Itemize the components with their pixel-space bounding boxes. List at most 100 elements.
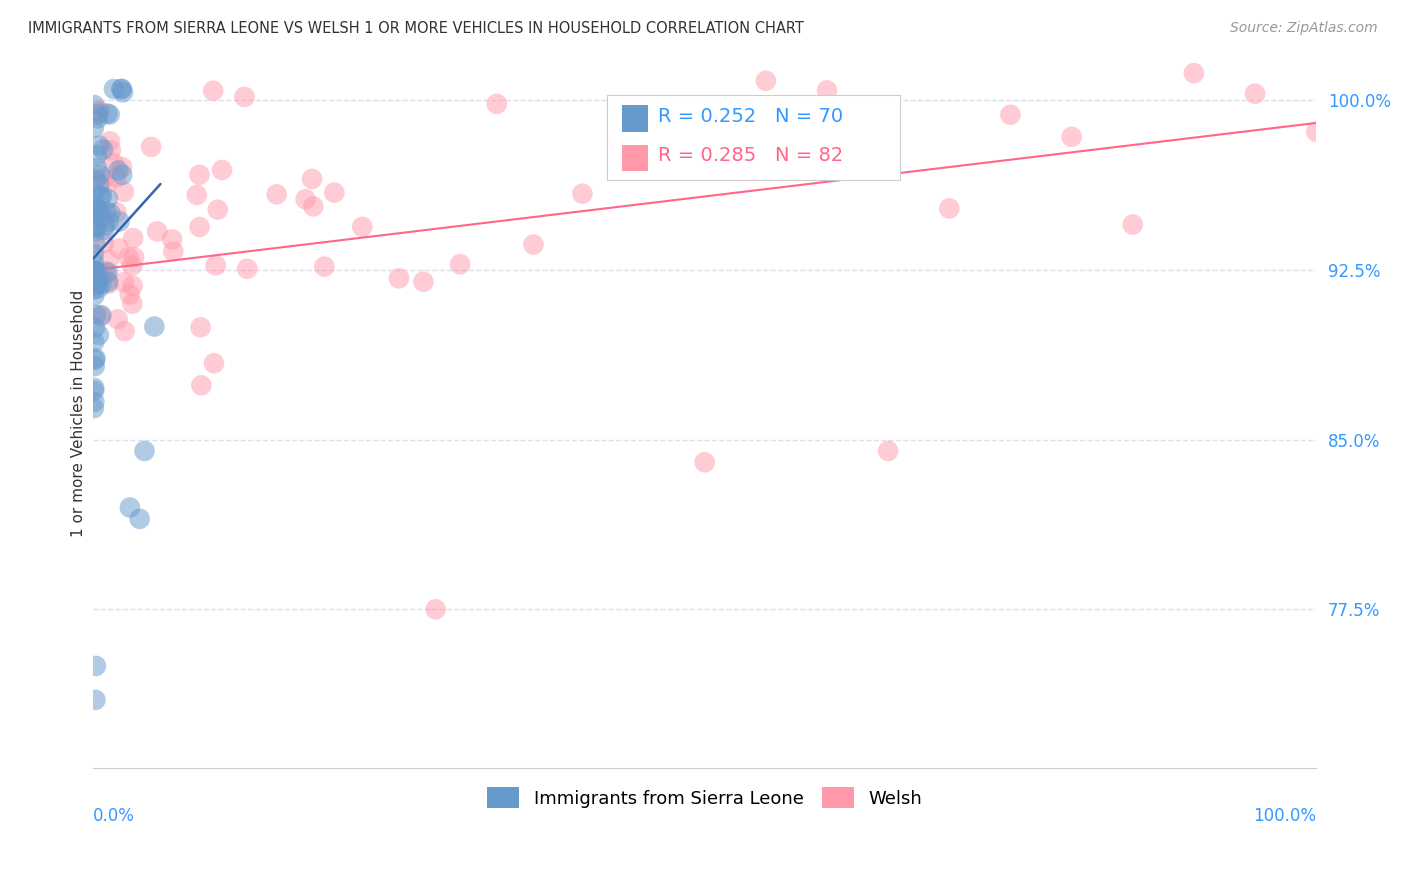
Point [190,378,212,392]
Point [211,163,233,178]
Point [204,259,226,273]
Point [107,312,129,326]
Point [86,107,108,121]
Point [112,275,135,289]
Point [121,278,143,293]
Point [89,178,111,192]
Point [111,82,134,96]
Text: R = 0.252   N = 70: R = 0.252 N = 70 [658,107,844,126]
Point [485,96,508,111]
Point [207,202,229,217]
Point [236,261,259,276]
Point [121,259,143,273]
Point [83,247,105,261]
Point [633,122,655,136]
Point [83,120,105,135]
Point [87,276,110,290]
Point [1000,108,1022,122]
Point [84,693,107,707]
Point [83,359,105,373]
Point [111,168,134,182]
Point [301,172,323,186]
Point [98,134,121,148]
Point [90,212,112,227]
Point [522,237,544,252]
Point [84,308,107,322]
Point [91,143,114,157]
Point [314,260,336,274]
Point [202,356,225,370]
Text: Source: ZipAtlas.com: Source: ZipAtlas.com [1230,21,1378,35]
Point [877,444,900,458]
Point [266,187,288,202]
Point [83,289,105,303]
Point [103,82,125,96]
Point [186,188,208,202]
Point [84,351,107,366]
Point [112,185,135,199]
Point [89,138,111,153]
Point [97,192,120,206]
Point [352,219,374,234]
Point [87,104,110,119]
Point [87,112,110,126]
Point [87,281,110,295]
Point [188,220,211,235]
Point [89,189,111,203]
Point [84,220,107,235]
Point [118,287,141,301]
Point [83,263,105,277]
Point [86,265,108,279]
Legend: Immigrants from Sierra Leone, Welsh: Immigrants from Sierra Leone, Welsh [479,780,929,815]
Point [89,103,111,118]
Point [86,219,108,234]
Point [107,163,129,178]
Point [90,309,112,323]
Point [83,381,105,395]
Point [1305,125,1327,139]
Point [114,324,136,338]
Point [122,250,145,264]
Point [122,231,145,245]
Point [134,444,156,458]
Point [93,171,115,186]
Point [202,84,225,98]
Point [143,319,166,334]
Point [302,199,325,213]
Point [90,189,112,203]
Point [94,204,117,219]
Point [90,308,112,322]
Point [103,156,125,170]
Point [84,659,107,673]
Point [425,602,447,616]
Point [86,276,108,290]
Point [449,257,471,271]
Point [294,192,316,206]
Point [97,252,120,267]
Point [83,263,105,277]
Point [111,85,134,99]
Point [96,177,118,191]
Text: R = 0.285   N = 82: R = 0.285 N = 82 [658,145,844,165]
Point [100,143,122,157]
Point [108,214,131,228]
Point [1182,66,1205,80]
Point [83,334,105,349]
Point [84,224,107,238]
Point [97,214,120,228]
Point [128,512,150,526]
Point [693,128,716,142]
FancyBboxPatch shape [621,105,648,132]
Point [188,168,211,182]
Point [93,236,115,251]
Point [755,74,778,88]
Text: 100.0%: 100.0% [1253,806,1316,824]
Point [83,384,105,398]
Point [84,278,107,293]
Point [571,186,593,201]
Point [1122,218,1144,232]
FancyBboxPatch shape [607,95,900,180]
Point [105,170,128,185]
Point [83,401,105,416]
Point [323,186,346,200]
